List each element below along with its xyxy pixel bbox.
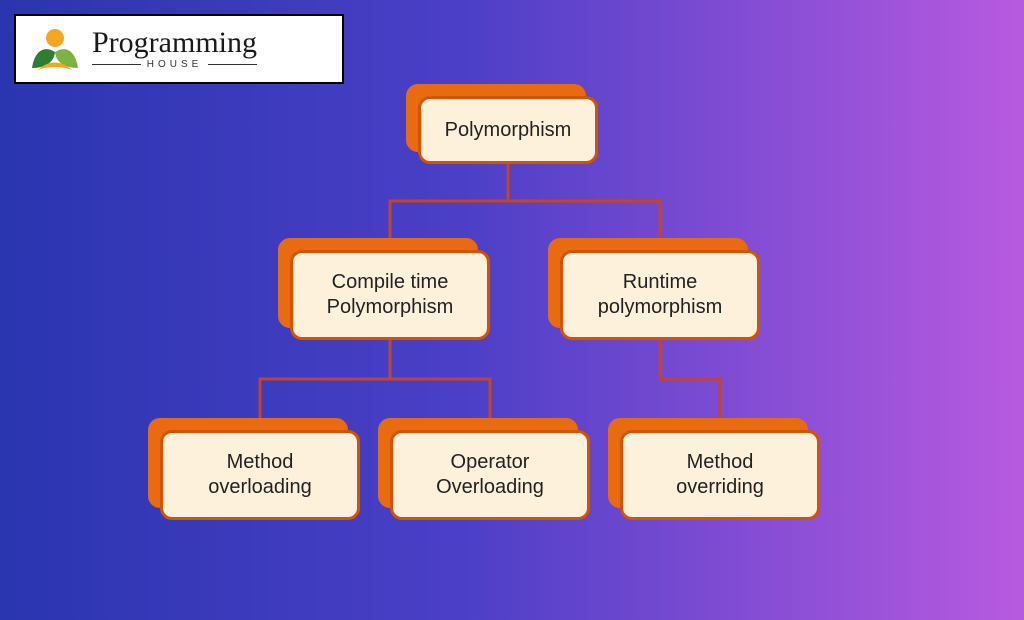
- tree-node-mov: Method overriding: [620, 430, 820, 520]
- tree-node-label: Operator Overloading: [390, 430, 590, 520]
- logo-main-text: Programming: [92, 28, 257, 58]
- tree-node-label: Runtime polymorphism: [560, 250, 760, 340]
- tree-node-rt: Runtime polymorphism: [560, 250, 760, 340]
- tree-node-label: Compile time Polymorphism: [290, 250, 490, 340]
- tree-node-mo: Method overloading: [160, 430, 360, 520]
- tree-node-label: Polymorphism: [418, 96, 598, 164]
- tree-node-label: Method overloading: [160, 430, 360, 520]
- tree-node-label: Method overriding: [620, 430, 820, 520]
- tree-node-root: Polymorphism: [418, 96, 598, 164]
- tree-node-ct: Compile time Polymorphism: [290, 250, 490, 340]
- logo-sub-text: HOUSE: [147, 60, 203, 70]
- logo-leaf-icon: [28, 22, 82, 76]
- logo-panel: Programming HOUSE: [14, 14, 344, 84]
- tree-node-oo: Operator Overloading: [390, 430, 590, 520]
